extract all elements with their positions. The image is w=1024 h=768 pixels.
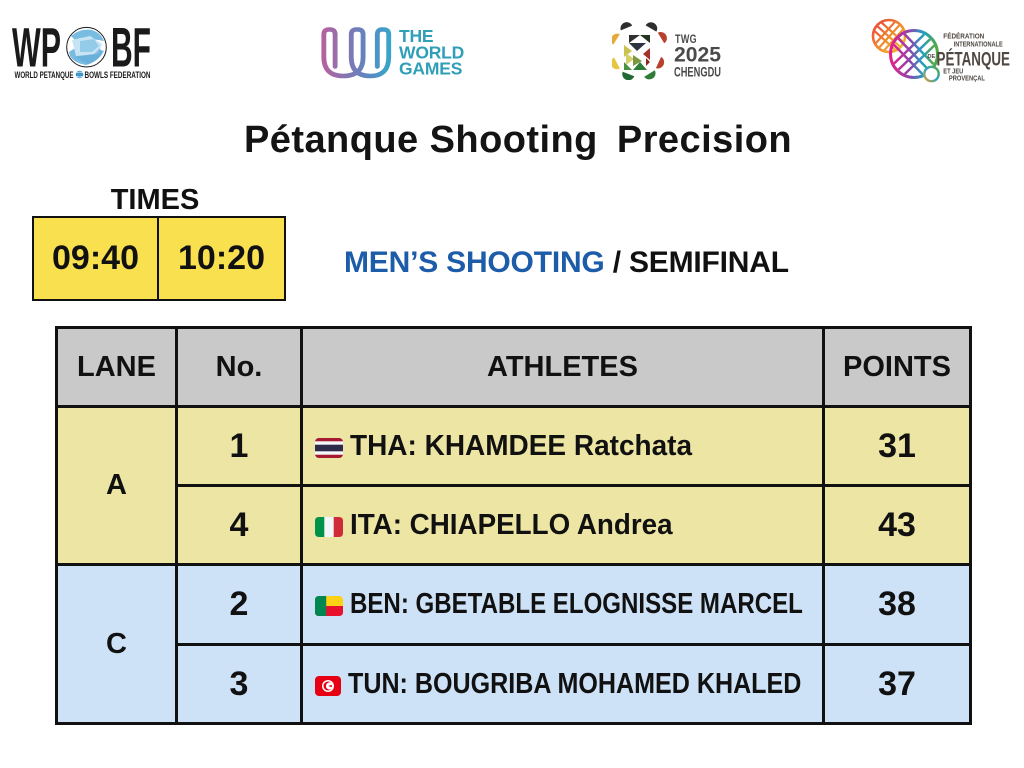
svg-text:CHENGDU: CHENGDU bbox=[674, 65, 721, 80]
svg-text:THE: THE bbox=[399, 26, 433, 46]
svg-text:BOWLS FEDERATION: BOWLS FEDERATION bbox=[85, 70, 151, 80]
svg-text:DE: DE bbox=[928, 54, 936, 60]
svg-text:INTERNATIONALE: INTERNATIONALE bbox=[954, 40, 1003, 49]
svg-text:2025: 2025 bbox=[674, 43, 721, 67]
svg-text:PROVENÇAL: PROVENÇAL bbox=[949, 73, 985, 82]
svg-text:BF: BF bbox=[111, 24, 151, 79]
svg-text:WORLD: WORLD bbox=[399, 42, 464, 62]
svg-text:ET JEU: ET JEU bbox=[943, 67, 963, 76]
svg-text:GAMES: GAMES bbox=[399, 59, 462, 79]
svg-text:WORLD PETANQUE: WORLD PETANQUE bbox=[15, 70, 74, 80]
svg-text:FÉDÉRATION: FÉDÉRATION bbox=[943, 32, 984, 41]
svg-text:WP: WP bbox=[12, 24, 61, 79]
svg-text:TWG: TWG bbox=[675, 32, 697, 46]
svg-text:PÉTANQUE: PÉTANQUE bbox=[937, 49, 1011, 71]
